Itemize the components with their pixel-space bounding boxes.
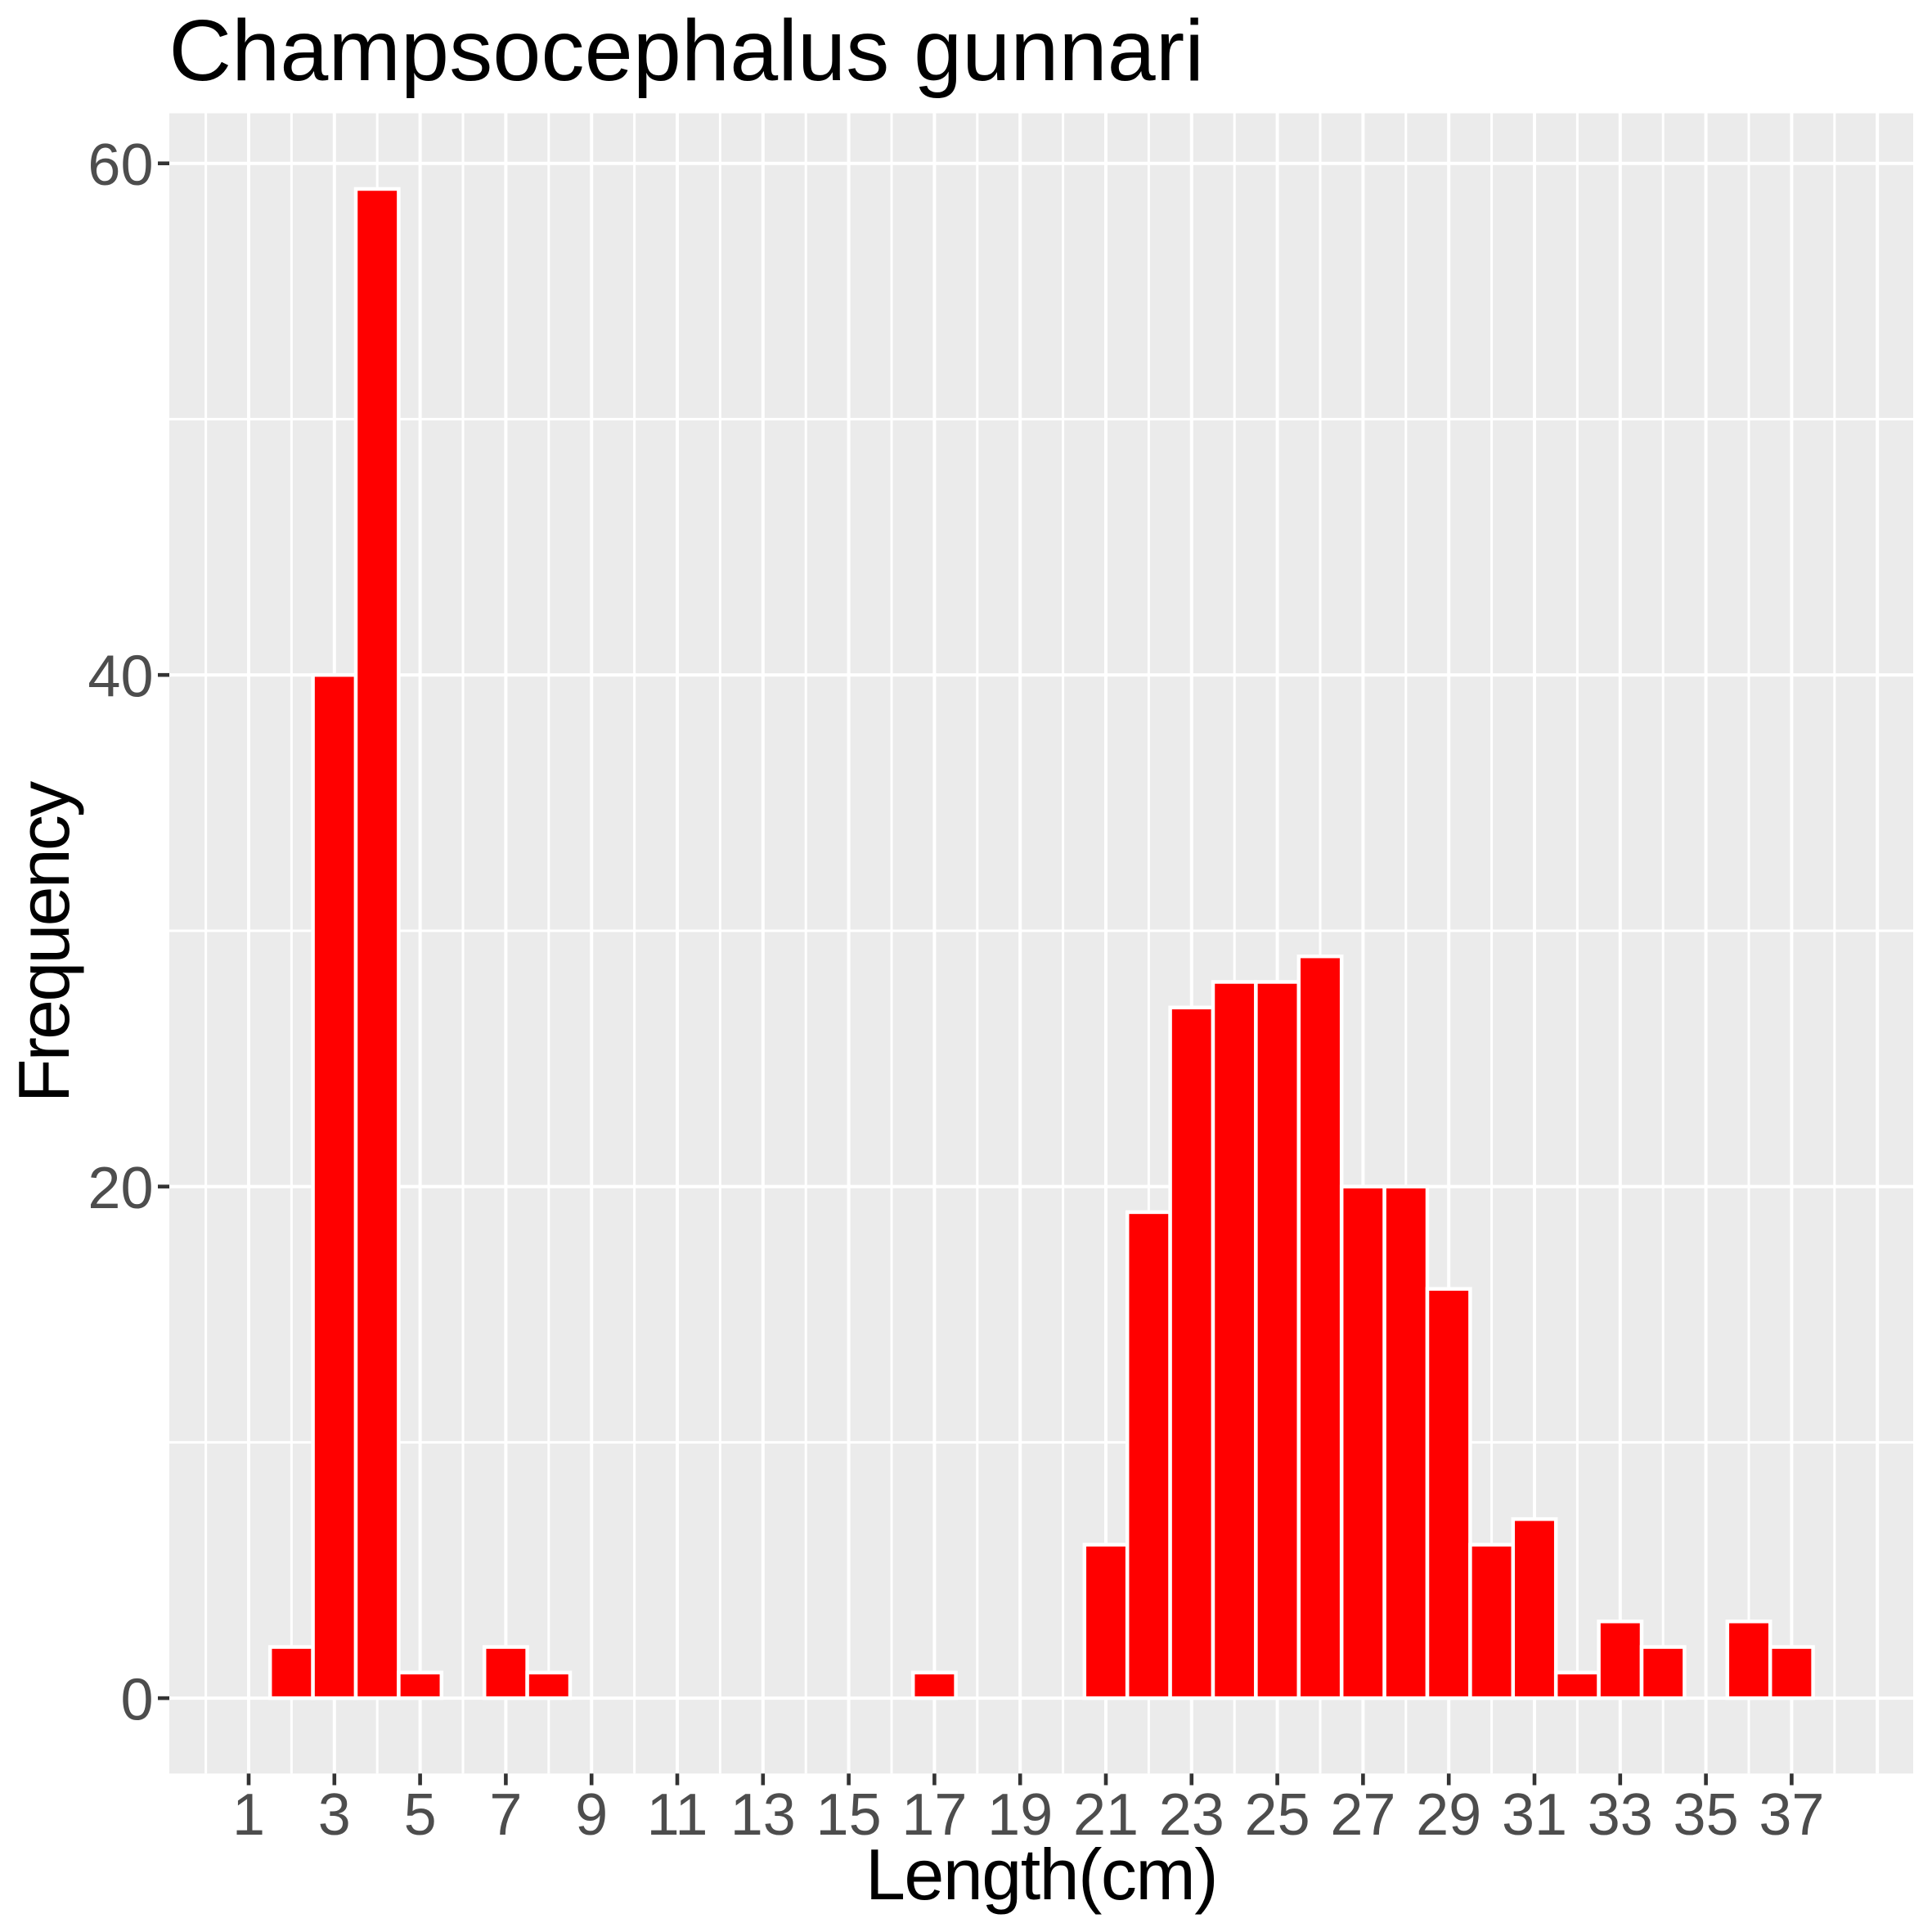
svg-text:11: 11 (647, 1782, 708, 1848)
svg-text:23: 23 (1159, 1782, 1224, 1848)
svg-text:27: 27 (1330, 1782, 1395, 1848)
svg-text:0: 0 (120, 1668, 153, 1733)
svg-text:20: 20 (88, 1156, 153, 1221)
svg-text:29: 29 (1416, 1782, 1481, 1848)
svg-text:7: 7 (489, 1782, 522, 1848)
svg-text:19: 19 (987, 1782, 1053, 1848)
svg-text:21: 21 (1073, 1782, 1139, 1848)
svg-text:Champsocephalus gunnari: Champsocephalus gunnari (169, 2, 1205, 99)
svg-text:9: 9 (575, 1782, 608, 1848)
svg-text:40: 40 (88, 645, 153, 710)
svg-text:3: 3 (318, 1782, 351, 1848)
svg-text:17: 17 (901, 1782, 967, 1848)
svg-text:25: 25 (1245, 1782, 1310, 1848)
svg-text:5: 5 (404, 1782, 437, 1848)
svg-text:Length(cm): Length(cm) (865, 1834, 1217, 1915)
svg-text:1: 1 (232, 1782, 265, 1848)
svg-text:Frequency: Frequency (3, 781, 84, 1103)
svg-text:35: 35 (1674, 1782, 1739, 1848)
svg-text:13: 13 (730, 1782, 796, 1848)
svg-text:15: 15 (816, 1782, 882, 1848)
svg-text:31: 31 (1502, 1782, 1567, 1848)
svg-text:33: 33 (1588, 1782, 1653, 1848)
svg-text:60: 60 (88, 133, 153, 198)
svg-text:37: 37 (1759, 1782, 1824, 1848)
